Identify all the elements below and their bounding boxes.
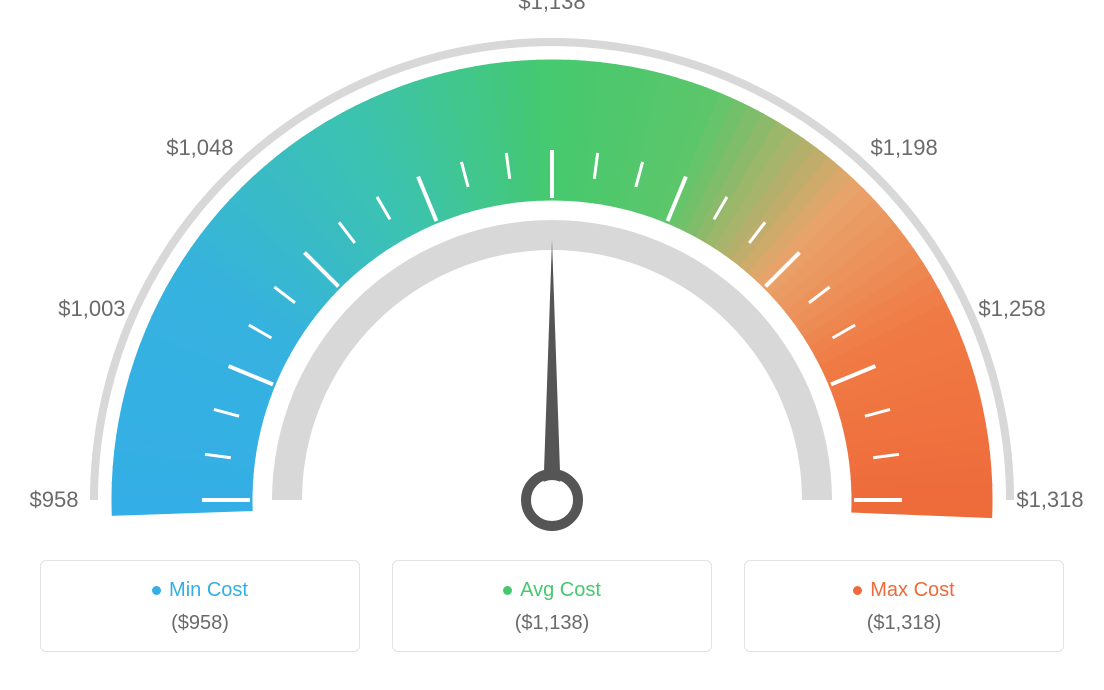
- tick-label: $1,258: [978, 296, 1045, 322]
- legend-card-max: Max Cost ($1,318): [744, 560, 1064, 652]
- tick-label: $1,198: [870, 135, 937, 161]
- legend-value-max: ($1,318): [755, 612, 1053, 635]
- legend-label-min: Min Cost: [169, 579, 248, 601]
- legend-value-avg: ($1,138): [403, 612, 701, 635]
- dot-avg: [503, 586, 512, 595]
- tick-label: $1,003: [58, 296, 125, 322]
- tick-label: $1,048: [166, 135, 233, 161]
- legend-card-avg: Avg Cost ($1,138): [392, 560, 712, 652]
- dot-min: [152, 586, 161, 595]
- tick-label: $1,318: [1016, 487, 1083, 513]
- tick-label: $958: [30, 487, 79, 513]
- tick-label: $1,138: [518, 0, 585, 15]
- legend-label-avg: Avg Cost: [520, 579, 601, 601]
- legend-title-min: Min Cost: [51, 579, 349, 602]
- dot-max: [853, 586, 862, 595]
- gauge-chart: $958 $1,003 $1,048 $1,138 $1,198 $1,258 $1,318: [0, 0, 1104, 560]
- legend-title-max: Max Cost: [755, 579, 1053, 602]
- legend-label-max: Max Cost: [870, 579, 954, 601]
- legend-row: Min Cost ($958) Avg Cost ($1,138) Max Co…: [0, 560, 1104, 652]
- legend-title-avg: Avg Cost: [403, 579, 701, 602]
- legend-value-min: ($958): [51, 612, 349, 635]
- gauge-svg: [0, 0, 1104, 560]
- legend-card-min: Min Cost ($958): [40, 560, 360, 652]
